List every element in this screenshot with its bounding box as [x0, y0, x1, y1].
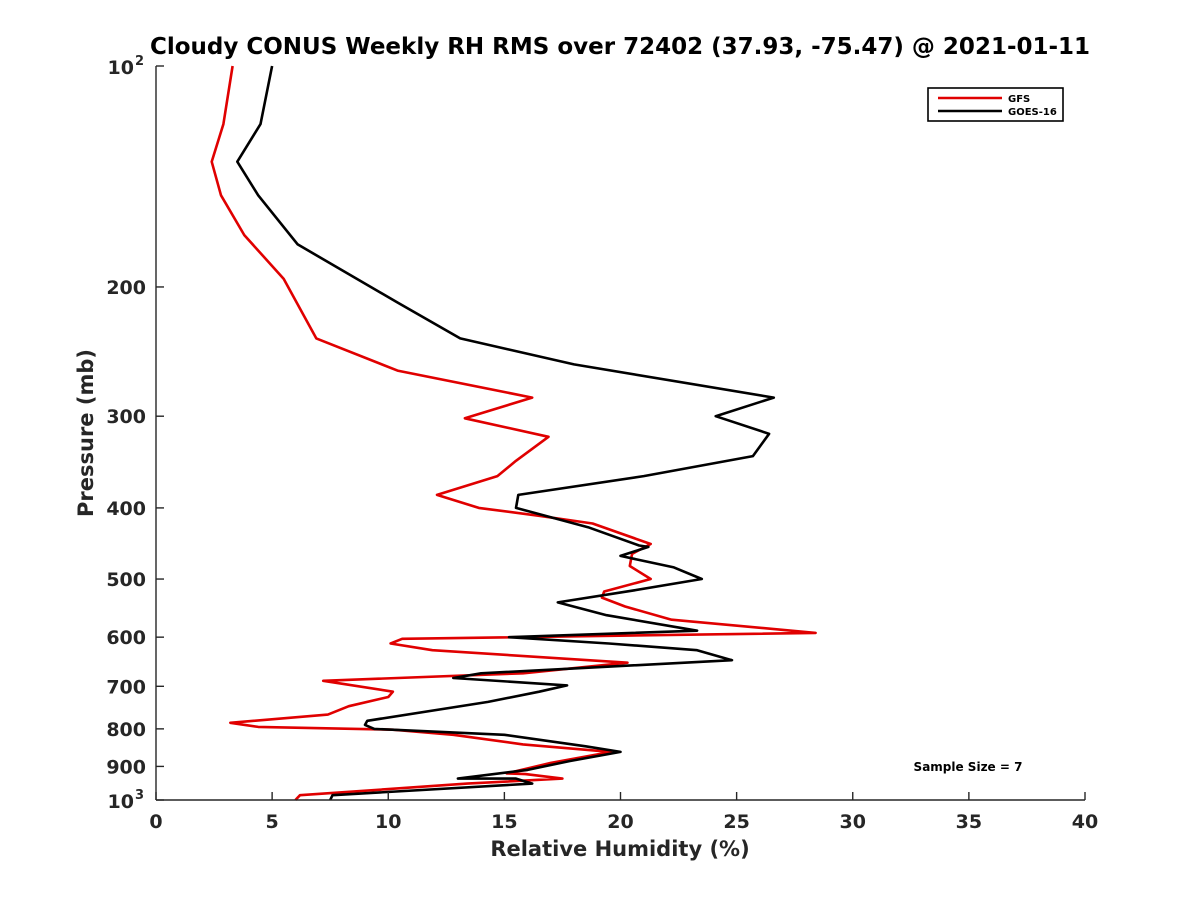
y-tick-label: 300 [106, 406, 146, 428]
x-tick-label: 0 [149, 811, 162, 833]
x-tick-label: 15 [491, 811, 517, 833]
x-axis-label: Relative Humidity (%) [490, 837, 749, 861]
x-tick-label: 25 [723, 811, 749, 833]
x-tick-label: 5 [266, 811, 279, 833]
x-tick-label: 10 [375, 811, 401, 833]
y-tick-label: 600 [106, 627, 146, 649]
y-decade-exponent: 2 [135, 54, 144, 69]
series-line-gfs [210, 65, 817, 801]
x-ticks: 0 5 10 15 20 25 30 35 40 [149, 792, 1098, 833]
y-tick-label: 700 [106, 676, 146, 698]
y-decade-label: 10 [108, 791, 134, 813]
x-tick-label: 40 [1072, 811, 1098, 833]
sample-size-annotation: Sample Size = 7 [914, 760, 1023, 774]
y-tick-label: 200 [106, 277, 146, 299]
chart-title: Cloudy CONUS Weekly RH RMS over 72402 (3… [150, 34, 1090, 60]
legend-box [927, 87, 1064, 122]
y-tick-label: 500 [106, 569, 146, 591]
x-tick-label: 35 [956, 811, 982, 833]
y-decade-label: 10 [108, 57, 134, 79]
plot-area [210, 65, 817, 801]
y-tick-label: 400 [106, 498, 146, 520]
y-axis-label: Pressure (mb) [74, 349, 98, 517]
y-tick-label: 800 [106, 719, 146, 741]
legend: GFS GOES-16 [927, 87, 1064, 122]
x-tick-label: 30 [840, 811, 866, 833]
y-decade-exponent: 3 [135, 788, 144, 803]
x-tick-label: 20 [607, 811, 633, 833]
legend-label: GFS [1008, 94, 1030, 105]
legend-label: GOES-16 [1008, 107, 1057, 118]
y-tick-label: 900 [106, 756, 146, 778]
series-line-goes-16 [236, 65, 776, 801]
